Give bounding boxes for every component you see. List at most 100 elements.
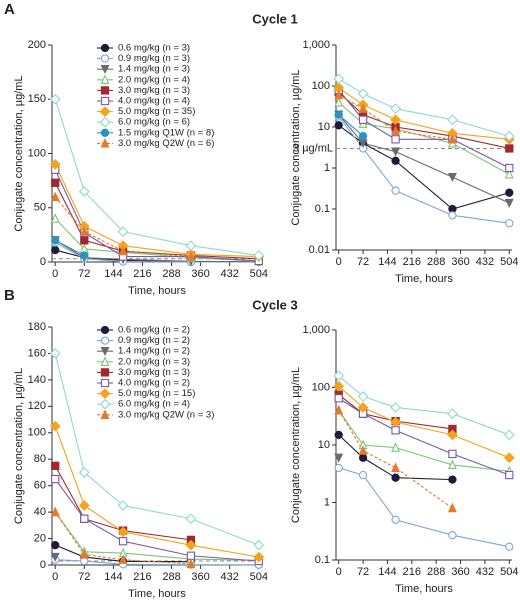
marker	[118, 245, 128, 256]
x-tick-label: 288	[427, 256, 445, 268]
legend-label: 4.0 mg/kg (n = 2)	[118, 378, 190, 389]
y-tick-label: 10	[318, 121, 330, 133]
marker	[358, 103, 368, 113]
marker	[118, 537, 128, 546]
marker	[333, 370, 345, 382]
x-tick-label: 216	[403, 256, 421, 268]
y-tick-label: 20	[34, 532, 46, 544]
series-line	[338, 94, 453, 140]
legend-label: 5.0 mg/kg (n = 15)	[118, 388, 195, 399]
marker	[391, 515, 400, 524]
y-tick-label: 40	[34, 506, 46, 518]
series-line	[338, 410, 510, 472]
legend-marker	[100, 409, 110, 419]
marker	[391, 442, 401, 452]
y-tick-label: 60	[34, 480, 46, 492]
marker	[186, 558, 196, 569]
marker	[80, 236, 89, 245]
y-tick-label: 1	[324, 162, 330, 174]
marker	[333, 380, 345, 392]
marker	[50, 506, 60, 517]
series-line	[54, 239, 85, 256]
x-tick-label: 288	[427, 566, 445, 578]
x-tick-label: 72	[78, 268, 90, 280]
marker	[334, 404, 344, 415]
x-tick-label: 216	[133, 268, 151, 280]
marker	[78, 186, 90, 197]
series-line	[338, 114, 364, 137]
x-tick-label: 504	[250, 571, 268, 583]
x-tick-label: 144	[378, 256, 396, 268]
marker	[504, 198, 514, 208]
x-tick-label: 72	[78, 571, 90, 583]
y-tick-label: 100	[312, 381, 330, 393]
marker	[78, 467, 90, 478]
marker	[447, 429, 458, 441]
legend-label: 3.0 mg/kg Q2W (n = 6)	[118, 138, 214, 149]
marker	[391, 125, 401, 136]
marker	[253, 539, 265, 551]
series-line	[338, 114, 510, 204]
threshold-label: 3 µg/mL	[293, 142, 333, 154]
y-tick-label: 150	[28, 93, 46, 105]
marker	[79, 549, 89, 559]
legend-marker	[100, 356, 110, 366]
marker	[334, 89, 344, 100]
panel-label: B	[4, 287, 15, 304]
legend-label: 4.0 mg/kg (n = 4)	[118, 96, 190, 107]
marker	[333, 73, 345, 85]
legend-label: 3.0 mg/kg Q2W (n = 3)	[118, 409, 214, 420]
y-tick-label: 1,000	[302, 324, 330, 336]
legend-label: 0.6 mg/kg (n = 3)	[118, 43, 190, 54]
y-tick-label: 0.1	[315, 554, 330, 566]
marker	[79, 226, 89, 236]
legend-label: 5.0 mg/kg (n = 35)	[118, 106, 195, 117]
panel-title: Cycle 3	[252, 297, 298, 312]
panel-title: Cycle 1	[252, 11, 298, 26]
y-tick-label: 200	[28, 39, 46, 51]
marker	[447, 114, 458, 126]
x-tick-label: 144	[378, 566, 396, 578]
marker	[390, 114, 401, 126]
marker	[505, 144, 514, 153]
legend-label: 6.0 mg/kg (n = 6)	[118, 117, 190, 128]
marker	[51, 245, 60, 255]
marker	[117, 226, 129, 237]
series-line	[338, 410, 453, 509]
marker	[448, 531, 457, 540]
marker	[49, 348, 61, 359]
marker	[334, 453, 344, 463]
x-tick-label: 504	[250, 268, 268, 280]
marker	[505, 219, 514, 228]
marker	[334, 430, 343, 440]
legend-label: 0.9 mg/kg (n = 3)	[118, 53, 190, 64]
marker	[505, 163, 514, 173]
marker	[391, 426, 400, 435]
x-tick-label: 432	[221, 268, 239, 280]
legend-marker	[99, 116, 111, 128]
x-tick-label: 360	[451, 566, 469, 578]
y-tick-label: 10	[318, 439, 330, 451]
legend-marker	[100, 347, 110, 357]
marker	[334, 96, 344, 107]
marker	[50, 552, 60, 562]
legend-marker	[100, 74, 110, 84]
y-tick-label: 1	[324, 496, 330, 508]
legend-marker	[100, 128, 110, 137]
marker	[253, 250, 265, 261]
series-line	[55, 544, 191, 563]
y-tick-label: 0	[40, 256, 46, 268]
x-tick-label: 72	[357, 256, 369, 268]
series-line	[338, 434, 453, 481]
legend-marker	[100, 86, 110, 95]
x-tick-label: 288	[162, 268, 180, 280]
marker	[185, 240, 197, 252]
y-tick-label: 140	[28, 374, 46, 386]
marker	[186, 551, 196, 560]
marker	[447, 502, 457, 513]
marker	[51, 461, 60, 470]
marker	[185, 539, 197, 551]
marker	[185, 513, 197, 525]
series-line	[54, 465, 191, 541]
legend-marker	[99, 106, 111, 117]
